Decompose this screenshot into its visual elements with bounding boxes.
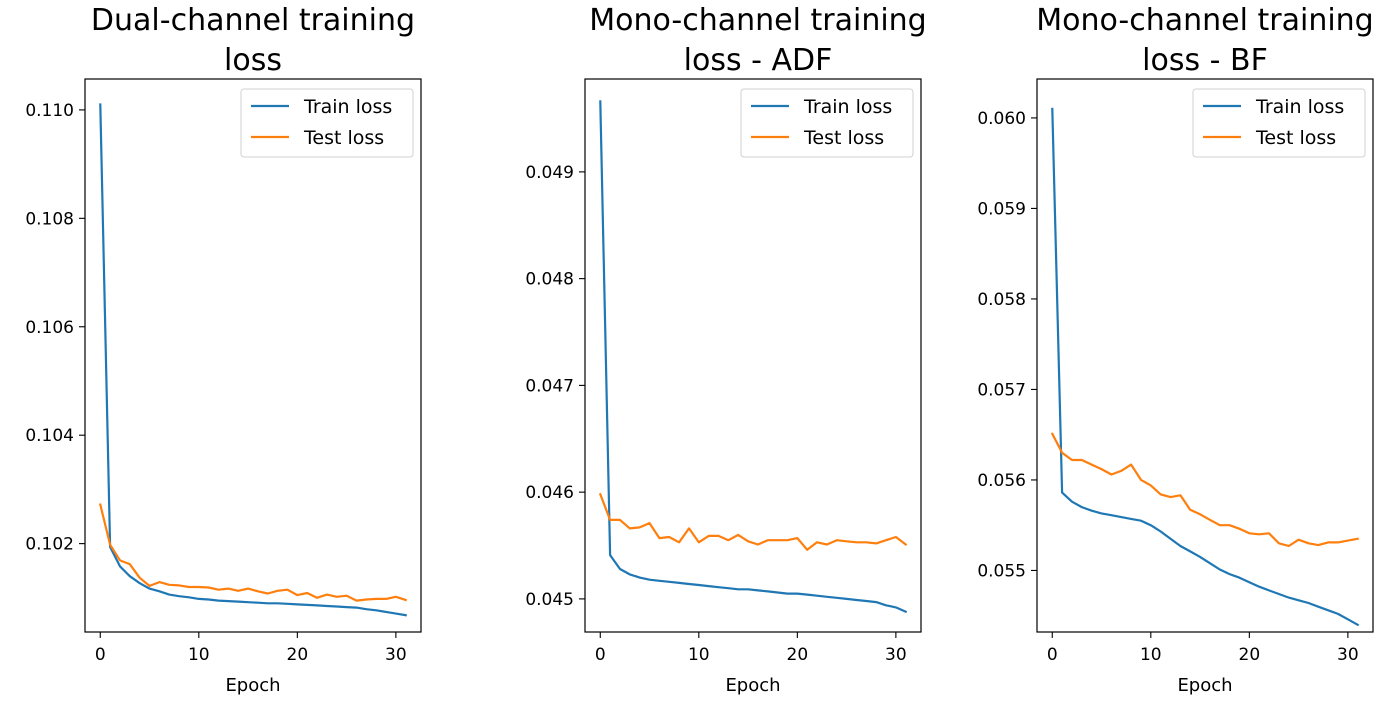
y-tick-label: 0.104 <box>25 426 74 446</box>
x-tick-label: 30 <box>885 645 907 665</box>
x-tick-label: 30 <box>385 645 407 665</box>
series-line-train <box>599 100 908 614</box>
y-tick-label: 0.048 <box>525 270 574 290</box>
y-tick-label: 0.045 <box>525 590 574 610</box>
x-tick-label: 10 <box>188 645 210 665</box>
chart-title-line: loss <box>224 43 282 78</box>
series-line-test <box>98 503 408 602</box>
series-line-test <box>1050 432 1359 548</box>
y-tick-label: 0.060 <box>977 109 1026 129</box>
plot-frame <box>84 78 422 633</box>
x-tick-label: 0 <box>595 645 606 665</box>
x-axis-label: Epoch <box>225 675 280 696</box>
chart-title-line: loss - ADF <box>684 43 833 78</box>
x-axis-label: Epoch <box>1177 675 1232 696</box>
x-tick-label: 20 <box>287 645 309 665</box>
legend-entry: Test loss <box>803 127 884 149</box>
loss-chart-1: Dual-channel training loss 0 10 20 30 0.102 0.1… <box>25 3 422 696</box>
plot-frame <box>584 78 922 633</box>
y-tick-label: 0.046 <box>525 483 574 503</box>
plot-frame <box>1036 78 1374 633</box>
legend-entry: Test loss <box>303 127 384 149</box>
y-tick-label: 0.047 <box>525 376 574 396</box>
y-tick-label: 0.102 <box>25 535 74 555</box>
series-line-test <box>598 492 908 551</box>
x-axis-label: Epoch <box>725 675 780 696</box>
legend: Train loss Test loss <box>240 88 414 158</box>
x-tick-label: 10 <box>688 645 710 665</box>
x-tick-label: 20 <box>1239 645 1261 665</box>
y-tick-label: 0.110 <box>25 101 74 121</box>
legend-entry: Train loss <box>303 96 392 118</box>
series-line-train <box>99 103 407 617</box>
loss-chart-2: Mono-channel training loss - ADF 0 10 20 30 0.… <box>525 3 926 696</box>
y-tick-label: 0.106 <box>25 318 74 338</box>
legend: Train loss Test loss <box>740 88 914 158</box>
y-tick-label: 0.049 <box>525 163 574 183</box>
x-tick-label: 0 <box>1047 645 1058 665</box>
y-tick-label: 0.056 <box>977 471 1026 491</box>
legend: Train loss Test loss <box>1192 88 1366 158</box>
loss-chart-3: Mono-channel training loss - BF 0 10 20 30 0.0… <box>977 3 1373 696</box>
x-tick-label: 0 <box>95 645 106 665</box>
series-line-train <box>1051 107 1360 627</box>
y-tick-label: 0.055 <box>977 561 1026 581</box>
x-tick-label: 30 <box>1337 645 1359 665</box>
legend-entry: Test loss <box>1255 127 1336 149</box>
y-tick-label: 0.059 <box>977 199 1026 219</box>
x-tick-label: 20 <box>787 645 809 665</box>
chart-title-line: Mono-channel training <box>589 3 926 38</box>
legend-entry: Train loss <box>1255 96 1344 118</box>
legend-entry: Train loss <box>803 96 892 118</box>
chart-title-line: Dual-channel training <box>91 3 415 38</box>
x-tick-label: 10 <box>1140 645 1162 665</box>
chart-title-line: Mono-channel training <box>1036 3 1373 38</box>
y-tick-label: 0.058 <box>977 290 1026 310</box>
y-tick-label: 0.057 <box>977 380 1026 400</box>
chart-title-line: loss - BF <box>1142 43 1268 78</box>
y-tick-label: 0.108 <box>25 209 74 229</box>
